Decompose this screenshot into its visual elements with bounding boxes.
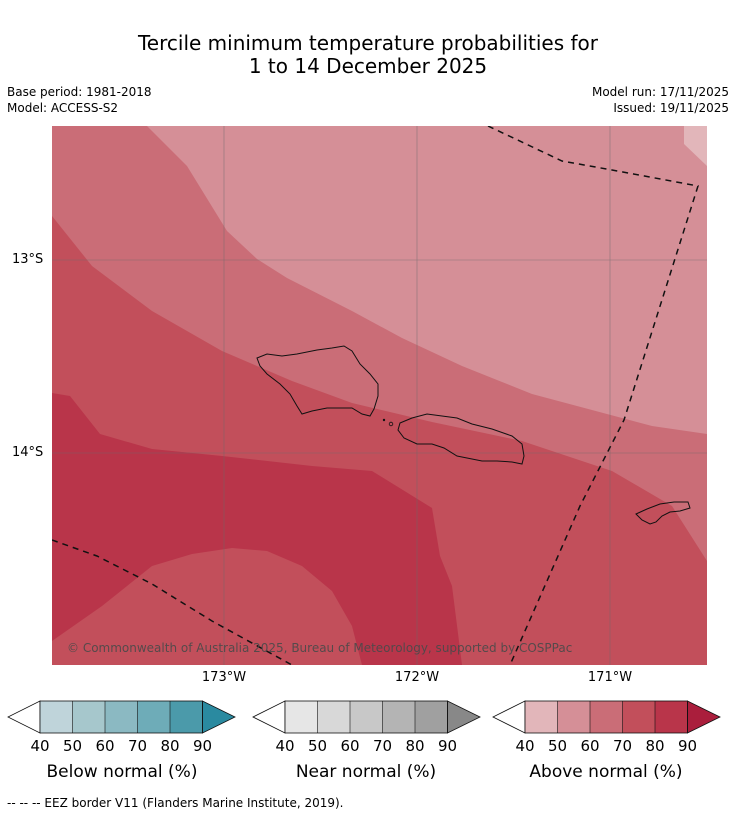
cbar-tick: 80 [645, 737, 664, 755]
cbar-tick: 90 [678, 737, 697, 755]
lat-label-14s: 14°S [12, 445, 44, 460]
issued-date: Issued: 19/11/2025 [613, 101, 729, 115]
region-above-50-60 [147, 126, 707, 434]
cbar-tick: 40 [275, 737, 294, 755]
cbar-arrow-low [492, 700, 526, 734]
small-islet [382, 418, 386, 422]
cbar-segment [285, 701, 318, 733]
cbar-segment [317, 701, 350, 733]
cbar-tick: 90 [438, 737, 457, 755]
cbar-tick: 80 [405, 737, 424, 755]
cbar-tick: 90 [193, 737, 212, 755]
cbar-segment [350, 701, 383, 733]
colorbar-title-below: Below normal (%) [46, 762, 198, 782]
cbar-segment [72, 701, 105, 733]
cbar-tick: 70 [373, 737, 392, 755]
cbar-tick: 80 [160, 737, 179, 755]
lon-label-171w: 171°W [587, 670, 633, 685]
tutuila-island [635, 501, 691, 525]
base-period: Base period: 1981-2018 [7, 85, 152, 99]
cbar-segment [382, 701, 415, 733]
cbar-segment [655, 701, 688, 733]
cbar-arrow-high [202, 700, 236, 734]
colorbar-near-normal: 40 50 60 70 80 90 [252, 700, 481, 755]
cbar-arrow-low [252, 700, 286, 734]
cbar-segment [557, 701, 590, 733]
cbar-tick: 70 [613, 737, 632, 755]
cbar-segment [622, 701, 655, 733]
colorbar-below-normal: 40 50 60 70 80 90 [7, 700, 236, 755]
cbar-segment [415, 701, 448, 733]
cbar-arrow-high [447, 700, 481, 734]
cbar-arrow-low [7, 700, 41, 734]
gridlines [52, 126, 707, 665]
copyright-text: © Commonwealth of Australia 2025, Bureau… [67, 641, 573, 655]
upolu-island [397, 413, 525, 465]
cbar-tick: 70 [128, 737, 147, 755]
cbar-tick: 40 [30, 737, 49, 755]
cbar-tick: 60 [340, 737, 359, 755]
region-above-70-80-bulge [52, 548, 362, 665]
colorbar-title-near: Near normal (%) [295, 762, 437, 782]
cbar-segment [590, 701, 623, 733]
map-title-line2: 1 to 14 December 2025 [248, 54, 488, 78]
colorbar-above-normal: 40 50 60 70 80 90 [492, 700, 721, 755]
probability-map [52, 126, 707, 665]
meta-right: Model run: 17/11/2025 Issued: 19/11/2025 [592, 84, 729, 116]
model-name: Model: ACCESS-S2 [7, 101, 119, 115]
lon-label-173w: 173°W [201, 670, 247, 685]
meta-left: Base period: 1981-2018 Model: ACCESS-S2 [7, 84, 152, 116]
colorbar-title-above: Above normal (%) [529, 762, 683, 782]
cbar-segment [40, 701, 73, 733]
cbar-tick: 50 [308, 737, 327, 755]
eez-border [52, 126, 699, 665]
cbar-tick: 60 [95, 737, 114, 755]
map-title-line1: Tercile minimum temperature probabilitie… [137, 31, 599, 55]
lat-label-13s: 13°S [12, 252, 44, 267]
savaii-island [256, 345, 379, 417]
cbar-segment [105, 701, 138, 733]
model-run: Model run: 17/11/2025 [591, 85, 729, 99]
cbar-segment [525, 701, 558, 733]
small-islet [388, 421, 394, 427]
cbar-tick: 40 [515, 737, 534, 755]
cbar-segment [170, 701, 203, 733]
cbar-tick: 60 [580, 737, 599, 755]
eez-footnote: -- -- -- EEZ border V11 (Flanders Marine… [7, 796, 344, 810]
cbar-arrow-high [687, 700, 721, 734]
lon-label-172w: 172°W [394, 670, 440, 685]
cbar-segment [137, 701, 170, 733]
region-above-40-50 [684, 126, 707, 166]
cbar-tick: 50 [548, 737, 567, 755]
cbar-tick: 50 [63, 737, 82, 755]
